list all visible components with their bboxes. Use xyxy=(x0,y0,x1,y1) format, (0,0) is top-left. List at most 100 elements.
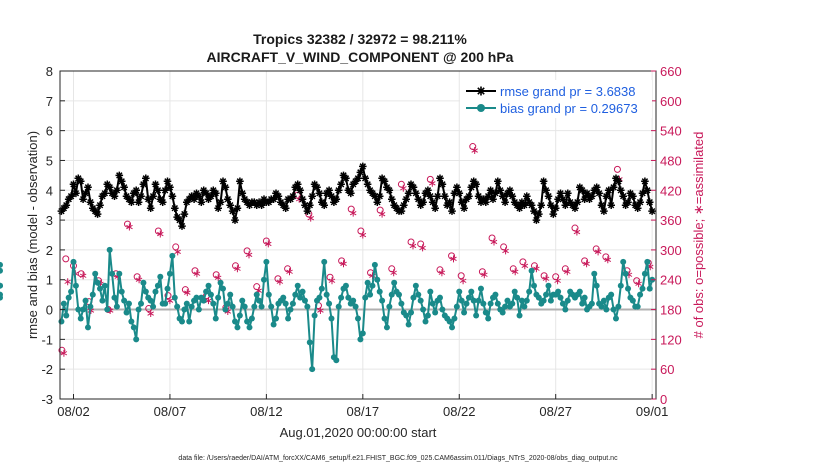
bias-point xyxy=(273,315,280,322)
bias-point xyxy=(352,303,359,310)
rmse-point xyxy=(484,192,492,200)
obs-possible-point xyxy=(124,220,132,228)
obs-assimilated-point xyxy=(147,310,154,317)
bias-point xyxy=(535,294,542,301)
rmse-point xyxy=(641,177,649,186)
rmse-point xyxy=(250,198,259,206)
rmse-point xyxy=(486,186,495,195)
rmse-point xyxy=(604,186,613,195)
rmse-point xyxy=(363,180,372,189)
rmse-point xyxy=(64,195,73,203)
obs-assimilated-point xyxy=(450,255,457,263)
rmse-point xyxy=(595,189,603,198)
y-right-tick-label: 660 xyxy=(660,64,682,79)
bias-point xyxy=(453,303,460,310)
rmse-point xyxy=(265,198,273,206)
bias-point xyxy=(171,294,178,301)
rmse-point xyxy=(614,177,623,186)
bias-point xyxy=(166,270,173,277)
y-right-tick-label: 360 xyxy=(660,213,682,228)
bias-point xyxy=(80,306,87,313)
bias-point xyxy=(603,306,610,313)
bias-point xyxy=(200,297,207,304)
bias-point xyxy=(268,303,275,310)
bias-point xyxy=(84,324,91,331)
bias-point xyxy=(299,288,306,295)
obs-assimilated-point xyxy=(502,247,509,255)
rmse-point xyxy=(96,201,104,209)
rmse-point xyxy=(501,198,509,206)
obs-possible-point xyxy=(457,272,465,280)
rmse-point xyxy=(532,216,541,224)
bias-point xyxy=(239,297,246,304)
bias-point xyxy=(559,300,566,307)
rmse-point xyxy=(590,186,599,195)
bias-point xyxy=(470,297,477,304)
rmse-point xyxy=(236,177,244,186)
rmse-point xyxy=(257,201,266,209)
bias-point xyxy=(328,315,335,322)
bias-point xyxy=(543,291,550,298)
bias-point xyxy=(439,306,446,313)
bias-point xyxy=(111,294,118,301)
bias-point xyxy=(0,267,3,274)
rmse-point xyxy=(101,189,109,198)
rmse-point xyxy=(455,189,464,198)
obs-possible-point xyxy=(448,252,456,260)
rmse-point xyxy=(154,186,162,195)
rmse-point xyxy=(462,195,471,203)
bias-point xyxy=(364,279,371,286)
rmse-point xyxy=(214,204,222,212)
rmse-point xyxy=(356,168,365,177)
bias-point xyxy=(253,291,260,298)
bias-point xyxy=(248,315,255,322)
rmse-point xyxy=(585,195,594,203)
rmse-point xyxy=(645,198,654,206)
bias-point xyxy=(212,315,219,322)
bias-point xyxy=(579,300,586,307)
bias-point xyxy=(65,294,72,301)
rmse-point xyxy=(72,189,80,198)
rmse-point xyxy=(69,180,78,189)
bias-point xyxy=(70,258,77,265)
bias-point xyxy=(282,300,289,307)
rmse-point xyxy=(438,180,447,189)
bias-point xyxy=(545,282,552,289)
rmse-point xyxy=(520,201,529,209)
obs-possible-point xyxy=(232,262,240,270)
bias-point xyxy=(234,324,241,331)
rmse-point xyxy=(518,198,526,206)
bias-point xyxy=(116,270,123,277)
bias-point xyxy=(229,303,236,310)
bias-point xyxy=(417,297,424,304)
y-tick-label: 7 xyxy=(46,94,53,109)
rmse-point xyxy=(419,198,427,206)
bias-point xyxy=(104,306,111,313)
bias-point xyxy=(188,303,195,310)
rmse-point xyxy=(274,192,283,200)
bias-point xyxy=(294,282,301,289)
bias-point xyxy=(499,309,506,316)
obs-assimilated-point xyxy=(205,297,212,305)
bias-point xyxy=(222,306,229,313)
bias-point xyxy=(376,288,383,295)
rmse-point xyxy=(436,174,444,183)
rmse-point xyxy=(149,192,157,200)
rmse-point xyxy=(337,180,345,189)
y-tick-label: -1 xyxy=(41,332,53,347)
bias-point xyxy=(388,291,395,298)
rmse-point xyxy=(315,189,324,198)
bias-point xyxy=(311,312,318,319)
rmse-point xyxy=(361,174,369,183)
y-right-tick-label: 60 xyxy=(660,362,674,377)
bias-point xyxy=(63,312,70,319)
y-right-tick-label: 240 xyxy=(660,273,682,288)
bias-point xyxy=(468,288,475,295)
bias-point xyxy=(622,270,629,277)
rmse-point xyxy=(566,198,574,206)
rmse-point xyxy=(228,207,237,215)
bias-point xyxy=(477,285,484,292)
rmse-point xyxy=(539,177,548,186)
obs-possible-series xyxy=(58,143,652,354)
obs-assimilated-point xyxy=(573,228,581,236)
